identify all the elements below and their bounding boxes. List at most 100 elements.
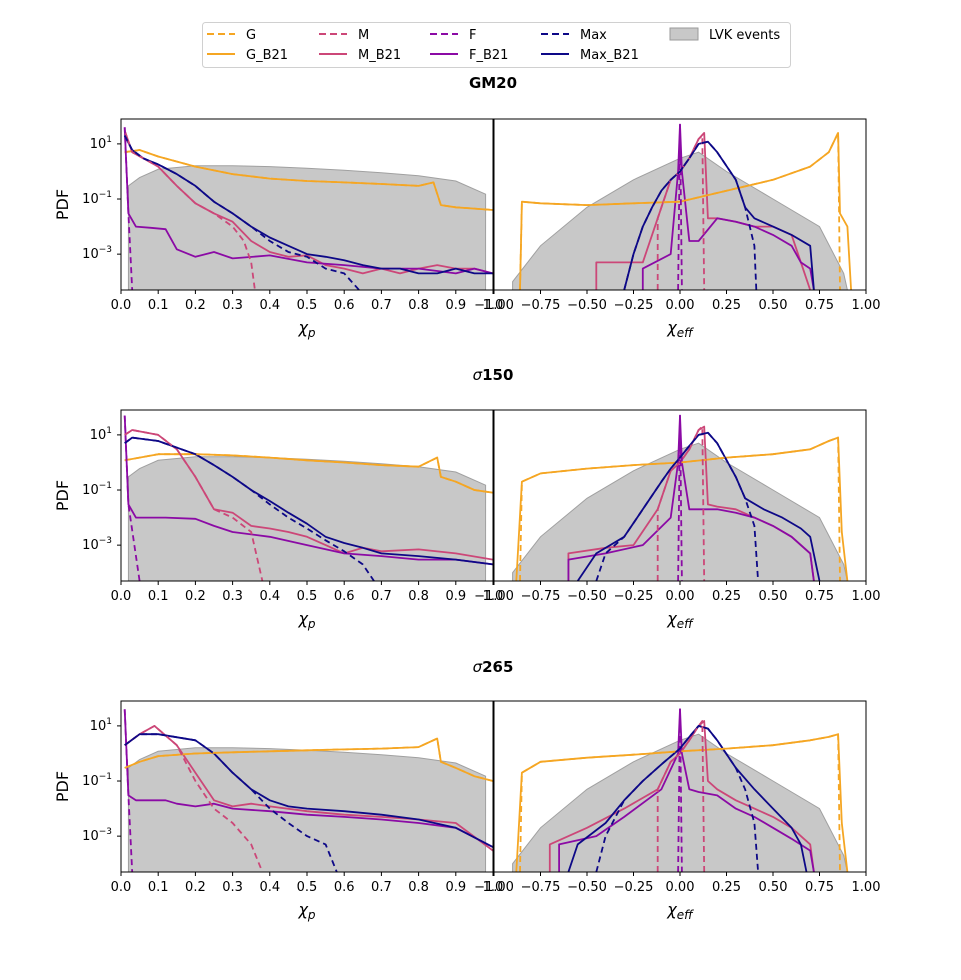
x-tick-label: 0.9 (445, 589, 466, 604)
chi-eff-panel: −1.00 −0.75 −0.50 −0.25 0.00 0.25 0.50 0.75 1.00… (474, 118, 881, 340)
legend-entry-f_b21: F_B21 (430, 48, 508, 63)
x-tick-label: 0.25 (712, 298, 741, 313)
legend-entry-m_b21: M_B21 (319, 48, 401, 63)
x-axis-label: χp (297, 318, 315, 340)
x-tick-label: 0.3 (222, 589, 243, 604)
x-tick-label: 0.25 (712, 880, 741, 895)
series-f-b21 (567, 414, 815, 581)
x-tick-label: 0.0 (111, 880, 132, 895)
x-tick-label: 0.2 (185, 298, 206, 313)
chi-eff-panel: −1.00 −0.75 −0.50 −0.25 0.00 0.25 0.50 0.75 1.00… (474, 409, 881, 631)
x-tick-label: −0.25 (614, 298, 654, 313)
series-max (623, 140, 758, 290)
series-max (124, 733, 338, 872)
y-tick-label: 101 (90, 135, 112, 152)
plot-area (512, 123, 852, 290)
lvk-events-area (512, 442, 848, 581)
x-tick-label: 0.75 (805, 589, 834, 604)
series-f (677, 708, 683, 872)
x-axis-label: χp (297, 900, 315, 922)
y-axis-label: PDF (53, 771, 72, 802)
series-m (124, 725, 264, 872)
series-f (677, 123, 683, 290)
plot-area (123, 415, 493, 581)
x-tick-label: −0.25 (614, 589, 654, 604)
series-max (124, 436, 375, 581)
row-title: σ265 (473, 658, 514, 676)
x-tick-label: 0.4 (259, 589, 280, 604)
x-tick-label: 0.8 (408, 589, 429, 604)
x-tick-label: −1.00 (474, 880, 514, 895)
x-tick-label: 1.00 (852, 589, 881, 604)
x-tick-label: 0.8 (408, 298, 429, 313)
legend-frame (202, 22, 791, 68)
x-tick-label: 0.50 (759, 880, 788, 895)
x-tick-label: −0.75 (521, 589, 561, 604)
series-max-b21 (123, 135, 493, 275)
x-tick-label: 0.0 (111, 589, 132, 604)
series-g (124, 453, 493, 494)
x-axis-label: χeff (666, 900, 694, 922)
x-tick-label: 0.6 (334, 589, 355, 604)
x-tick-label: 0.1 (148, 880, 169, 895)
series-g (519, 132, 841, 290)
series-f (123, 415, 141, 581)
x-tick-label: 0.7 (371, 589, 392, 604)
legend-entry-max_b21: Max_B21 (541, 48, 639, 63)
series-f-b21 (558, 708, 815, 872)
x-tick-label: −0.75 (521, 880, 561, 895)
x-tick-label: 0.6 (334, 298, 355, 313)
x-tick-label: −0.75 (521, 298, 561, 313)
x-tick-label: 1.00 (852, 880, 881, 895)
x-tick-label: −1.00 (474, 298, 514, 313)
plot-area (123, 127, 493, 290)
x-axis-label: χeff (666, 609, 694, 631)
y-tick-label: 101 (90, 426, 112, 443)
legend-label: F_B21 (469, 48, 508, 63)
x-tick-label: 0.25 (712, 589, 741, 604)
x-tick-label: 0.7 (371, 880, 392, 895)
x-tick-label: 0.0 (111, 298, 132, 313)
chi-p-panel: 0.0 0.1 0.2 0.3 0.4 0.5 0.6 0.7 0.8 0.9 1.0 χp (111, 700, 503, 922)
x-tick-label: 0.1 (148, 589, 169, 604)
x-tick-label: −0.25 (614, 880, 654, 895)
x-tick-label: 0.2 (185, 589, 206, 604)
chi-eff-panel: −1.00 −0.75 −0.50 −0.25 0.00 0.25 0.50 0.75 1.00… (474, 700, 881, 922)
lvk-events-area (127, 165, 487, 290)
series-f-b21 (123, 127, 493, 275)
series-g (124, 149, 493, 211)
lvk-events-area (512, 151, 848, 290)
x-tick-label: 0.2 (185, 880, 206, 895)
plot-area (123, 709, 493, 872)
x-tick-label: 0.5 (297, 880, 318, 895)
row-title: GM20 (469, 74, 517, 92)
x-tick-label: 1.00 (852, 298, 881, 313)
series-m (656, 425, 706, 581)
series-max (595, 725, 759, 872)
chi-p-panel: 0.0 0.1 0.2 0.3 0.4 0.5 0.6 0.7 0.8 0.9 1.0 χp (111, 118, 503, 340)
series-f-b21 (641, 123, 815, 290)
series-max (123, 135, 360, 290)
subplot-grid: GM20 PDF 101 10−1 10−3 0.0 0.1 0.2 0.3 0.4 0.5 0.6 0… (53, 74, 880, 922)
x-tick-label: 1.0 (483, 589, 504, 604)
x-tick-label: 0.7 (371, 298, 392, 313)
x-tick-label: 0.75 (805, 298, 834, 313)
y-axis-label: PDF (53, 189, 72, 220)
series-g (124, 737, 493, 782)
legend-label: G (246, 28, 256, 43)
lvk-events-area (127, 747, 487, 872)
x-tick-label: 0.4 (259, 880, 280, 895)
x-tick-label: 0.1 (148, 298, 169, 313)
x-tick-label: 0.3 (222, 880, 243, 895)
y-tick-label: 10−1 (82, 190, 112, 207)
y-tick-label: 10−3 (82, 245, 112, 262)
x-tick-label: −1.00 (474, 589, 514, 604)
x-tick-label: 0.50 (759, 589, 788, 604)
x-tick-label: 0.50 (759, 298, 788, 313)
legend-entry-g: G (207, 28, 256, 43)
legend-swatch (669, 27, 699, 41)
legend-entry-m: M (319, 28, 369, 43)
series-f (677, 414, 683, 581)
